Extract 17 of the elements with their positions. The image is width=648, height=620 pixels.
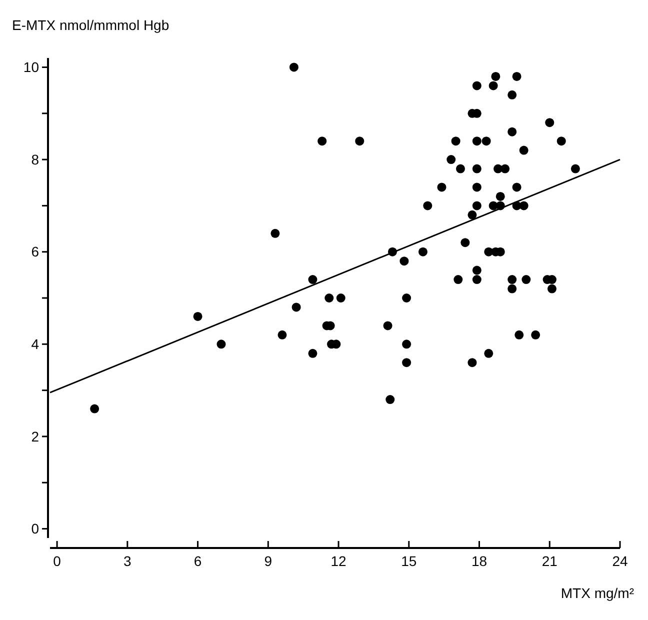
y-tick-label: 6 bbox=[31, 244, 40, 260]
x-tick-label: 9 bbox=[264, 553, 272, 569]
y-tick-label: 0 bbox=[31, 520, 40, 537]
y-tick-label: 8 bbox=[31, 151, 40, 168]
y-tick-label: 10 bbox=[23, 59, 40, 76]
x-tick-label: 0 bbox=[53, 553, 62, 569]
x-tick-label: 3 bbox=[124, 553, 132, 569]
x-axis-title: MTX mg/m² bbox=[560, 585, 634, 601]
x-tick-label: 15 bbox=[401, 553, 417, 569]
y-tick-label: 2 bbox=[31, 428, 40, 444]
x-tick-label: 12 bbox=[330, 553, 347, 569]
y-tick-label: 4 bbox=[31, 336, 40, 352]
y-axis-title: E-MTX nmol/mmmol Hgb bbox=[12, 17, 170, 33]
x-tick-label: 21 bbox=[542, 553, 558, 569]
x-tick-label: 6 bbox=[194, 553, 202, 569]
x-tick-label: 24 bbox=[612, 553, 628, 569]
x-tick-label: 18 bbox=[471, 553, 488, 569]
